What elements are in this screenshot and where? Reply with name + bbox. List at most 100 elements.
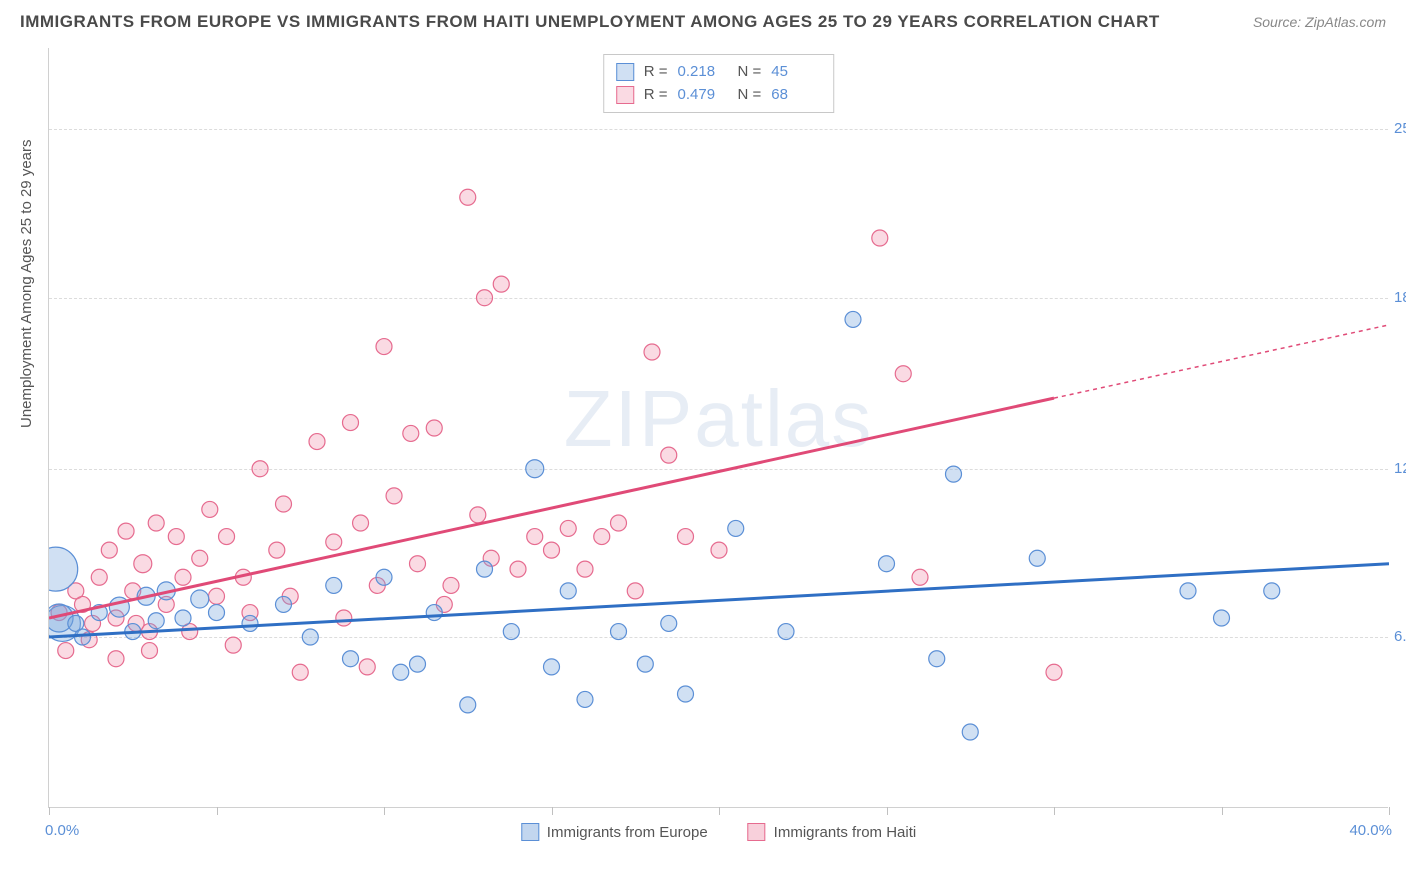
data-point [577,691,593,707]
data-point [108,651,124,667]
data-point [560,583,576,599]
n-label: N = [738,61,762,84]
r-value-haiti: 0.479 [678,84,728,107]
data-point [376,569,392,585]
x-tick-mark [217,807,218,815]
y-tick-label: 18.8% [1394,289,1406,306]
y-tick-label: 6.3% [1394,628,1406,645]
data-point [252,461,268,477]
data-point [1264,583,1280,599]
x-tick-mark [887,807,888,815]
data-point [118,523,134,539]
data-point [594,529,610,545]
data-point [376,339,392,355]
data-point [225,637,241,653]
data-point [577,561,593,577]
legend-item-europe: Immigrants from Europe [521,823,708,841]
swatch-europe [521,823,539,841]
data-point [209,588,225,604]
data-point [276,596,292,612]
data-point [192,550,208,566]
data-point [527,529,543,545]
data-point [219,529,235,545]
data-point [872,230,888,246]
data-point [560,520,576,536]
data-point [661,615,677,631]
x-tick-mark [1222,807,1223,815]
data-point [191,590,209,608]
data-point [644,344,660,360]
y-axis-label: Unemployment Among Ages 25 to 29 years [18,139,35,428]
data-point [493,276,509,292]
data-point [611,624,627,640]
r-value-europe: 0.218 [678,61,728,84]
data-point [1214,610,1230,626]
x-tick-mark [719,807,720,815]
data-point [309,434,325,450]
data-point [678,529,694,545]
data-point [627,583,643,599]
data-point [175,569,191,585]
data-point [276,496,292,512]
chart-title: IMMIGRANTS FROM EUROPE VS IMMIGRANTS FRO… [20,12,1160,32]
legend-label-europe: Immigrants from Europe [547,824,708,841]
chart-source: Source: ZipAtlas.com [1253,14,1386,30]
data-point [845,311,861,327]
data-point [711,542,727,558]
n-value-europe: 45 [771,61,821,84]
data-point [75,629,91,645]
data-point [393,664,409,680]
data-point [526,460,544,478]
data-point [443,577,459,593]
swatch-haiti [748,823,766,841]
data-point [326,577,342,593]
data-point [386,488,402,504]
y-tick-label: 12.5% [1394,460,1406,477]
plot-area: ZIPatlas 6.3%12.5%18.8%25.0% R = 0.218 N… [48,48,1388,808]
legend-row-europe: R = 0.218 N = 45 [616,61,822,84]
trend-line [49,398,1054,618]
data-point [148,515,164,531]
trend-line-dashed [1054,325,1389,398]
data-point [58,643,74,659]
data-point [410,656,426,672]
x-tick-mark [1054,807,1055,815]
data-point [477,290,493,306]
chart-container: Unemployment Among Ages 25 to 29 years Z… [48,48,1388,848]
data-point [637,656,653,672]
data-point [778,624,794,640]
data-point [148,613,164,629]
correlation-legend: R = 0.218 N = 45 R = 0.479 N = 68 [603,54,835,113]
data-point [343,415,359,431]
data-point [962,724,978,740]
data-point [1046,664,1062,680]
n-label: N = [738,84,762,107]
data-point [912,569,928,585]
data-point [879,556,895,572]
data-point [91,569,107,585]
data-point [728,520,744,536]
x-axis-max: 40.0% [1349,822,1392,839]
data-point [101,542,117,558]
data-point [426,605,442,621]
data-point [410,556,426,572]
data-point [544,659,560,675]
series-legend: Immigrants from Europe Immigrants from H… [521,823,916,841]
data-point [929,651,945,667]
data-point [544,542,560,558]
data-point [343,651,359,667]
swatch-europe [616,63,634,81]
legend-row-haiti: R = 0.479 N = 68 [616,84,822,107]
swatch-haiti [616,86,634,104]
data-point [359,659,375,675]
data-point [678,686,694,702]
data-point [946,466,962,482]
n-value-haiti: 68 [771,84,821,107]
legend-item-haiti: Immigrants from Haiti [748,823,917,841]
data-point [242,615,258,631]
data-point [403,425,419,441]
scatter-plot [49,48,1389,808]
data-point [426,420,442,436]
data-point [661,447,677,463]
data-point [353,515,369,531]
